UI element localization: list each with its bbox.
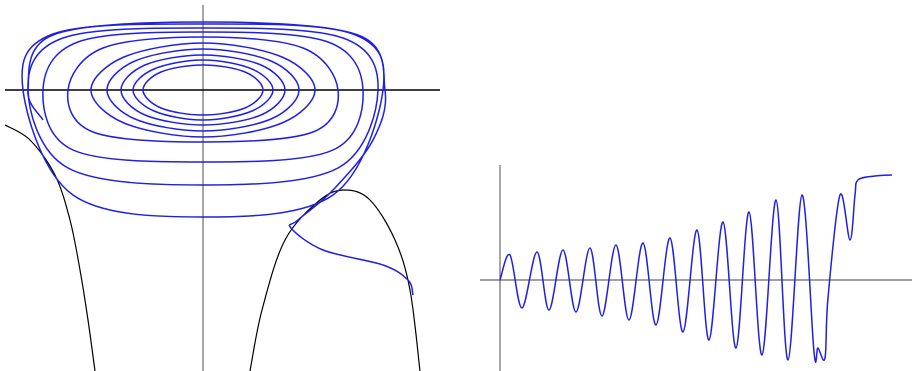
- curve: [120, 54, 286, 126]
- curve: [4, 124, 96, 371]
- curve: [66, 36, 340, 143]
- curve: [106, 48, 300, 132]
- curve: [27, 21, 414, 296]
- curve: [42, 31, 364, 163]
- curve: [142, 64, 264, 116]
- curve: [499, 174, 893, 363]
- curve: [90, 42, 316, 138]
- curve: [132, 59, 274, 121]
- curve: [249, 189, 421, 371]
